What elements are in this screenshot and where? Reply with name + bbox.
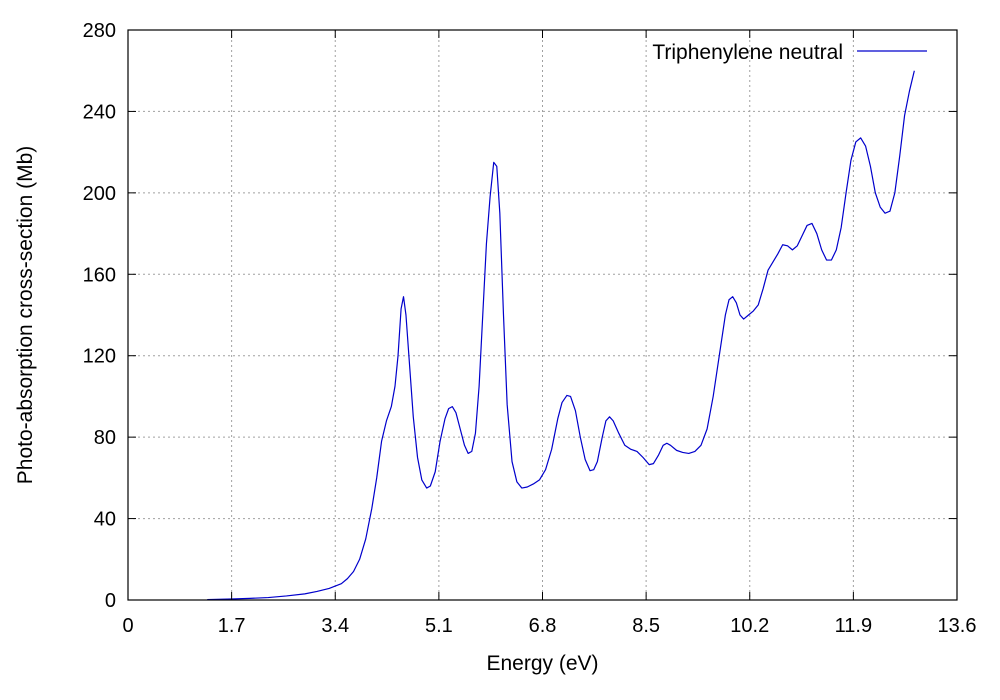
- x-tick-label: 11.9: [835, 615, 872, 637]
- y-tick-label: 120: [83, 346, 116, 368]
- x-tick-label: 13.6: [938, 615, 977, 637]
- y-tick-label: 40: [94, 509, 116, 531]
- y-axis-ticks: 0 40 80 120 160 200 240 280: [83, 20, 957, 612]
- y-tick-label: 80: [94, 427, 116, 449]
- y-tick-label: 160: [83, 264, 116, 286]
- y-tick-label: 240: [83, 101, 116, 123]
- x-tick-label: 10.2: [730, 615, 769, 637]
- x-tick-label: 5.1: [425, 615, 453, 637]
- x-tick-label: 8.5: [632, 615, 660, 637]
- y-tick-label: 200: [83, 183, 116, 205]
- x-axis-ticks: 0 1.7 3.4 5.1 6.8 8.5 10.2 11.9 13.6: [122, 30, 976, 637]
- y-tick-label: 280: [83, 20, 116, 42]
- grid: [128, 30, 957, 600]
- y-tick-label: 0: [105, 590, 116, 612]
- x-tick-label: 6.8: [529, 615, 557, 637]
- legend-label: Triphenylene neutral: [652, 41, 843, 64]
- x-tick-label: 3.4: [321, 615, 349, 637]
- x-axis-label: Energy (eV): [486, 652, 598, 675]
- x-tick-label: 0: [122, 615, 133, 637]
- y-axis-label: Photo-absorption cross-section (Mb): [14, 146, 37, 484]
- legend: Triphenylene neutral: [652, 41, 927, 64]
- series-layer: [207, 70, 915, 601]
- x-tick-label: 1.7: [218, 615, 246, 637]
- series-line: [207, 70, 915, 601]
